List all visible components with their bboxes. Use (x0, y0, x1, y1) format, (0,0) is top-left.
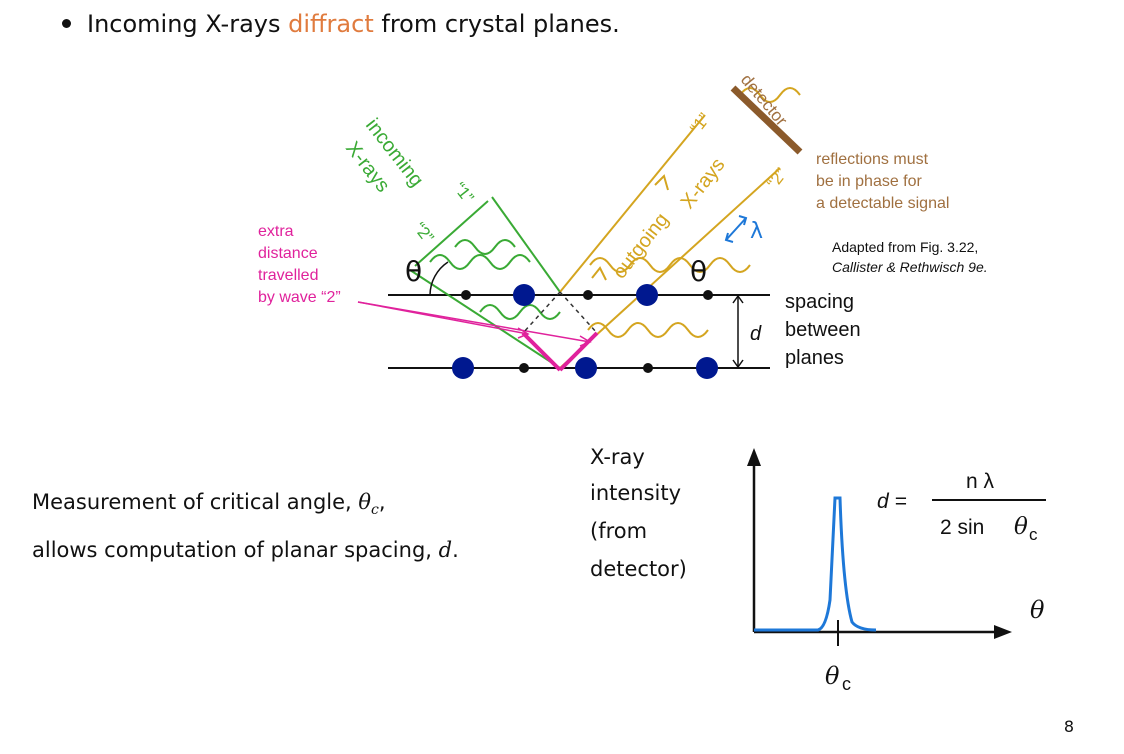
svg-text:a detectable signal: a detectable signal (816, 195, 949, 212)
ray1-in-label: “1” (450, 179, 478, 207)
bullet-prefix: Incoming X-rays (87, 10, 289, 38)
bullet-dot (62, 18, 71, 28)
formula-lhs: d = (877, 490, 907, 513)
angle-arc-in (429, 261, 449, 296)
svg-text:intensity: intensity (590, 481, 681, 505)
measurement-theta-sub: c (371, 502, 379, 519)
spacing-label: spacing between planes (785, 291, 861, 369)
measurement-line2-prefix: allows computation of planar spacing, (32, 538, 439, 562)
svg-text:spacing: spacing (785, 291, 854, 313)
svg-text:X-ray: X-ray (590, 445, 645, 469)
formula-numerator: n λ (966, 470, 995, 493)
measurement-line1-prefix: Measurement of critical angle, (32, 490, 359, 514)
svg-text:(from: (from (590, 519, 647, 543)
svg-text:travelled: travelled (258, 267, 318, 284)
adapted-from-line2: Callister & Rethwisch 9e. (832, 259, 988, 275)
lambda-label: λ (750, 219, 763, 244)
outgoing-rays (559, 87, 801, 369)
reflections-note: reflections must be in phase for a detec… (816, 151, 949, 212)
plot-x-arrowhead (994, 625, 1012, 639)
bullet-highlight: diffract (288, 10, 374, 38)
ray2-in-label: “2” (410, 219, 438, 247)
measurement-line2-suffix: . (452, 538, 459, 562)
measurement-theta: θ (358, 490, 372, 514)
theta-in-label: θ (405, 255, 422, 288)
d-label: d (750, 323, 762, 345)
svg-text:planes: planes (785, 347, 844, 369)
detector-bar (730, 85, 803, 155)
theta-out-label: θ (690, 255, 707, 288)
formula-theta: θ (1014, 514, 1028, 540)
lambda-arrow (725, 217, 747, 241)
svg-text:by wave “2”: by wave “2” (258, 289, 341, 306)
extra-distance-note: extra distance travelled by wave “2” (258, 223, 341, 306)
svg-text:be in phase for: be in phase for (816, 173, 923, 190)
svg-text:extra: extra (258, 223, 294, 240)
intensity-plot: θ θ c X-ray intensity (from detector) (590, 445, 1045, 694)
svg-text:distance: distance (258, 245, 318, 262)
spacing-formula: d = n λ 2 sin θ c (877, 470, 1046, 544)
svg-text:reflections must: reflections must (816, 151, 929, 168)
measurement-d: d (438, 538, 453, 562)
svg-text:detector): detector) (590, 557, 687, 581)
measurement-line-1: Measurement of critical angle, θc, (32, 490, 386, 518)
svg-text:between: between (785, 319, 861, 341)
bullet-heading: Incoming X-rays diffract from crystal pl… (62, 10, 620, 38)
extra-distance (521, 331, 599, 372)
adapted-from-line1: Adapted from Fig. 3.22, (832, 239, 978, 255)
extra-pointer-lines (357, 301, 592, 347)
atoms (452, 284, 718, 379)
formula-theta-sub: c (1029, 525, 1038, 544)
plot-y-label: X-ray intensity (from detector) (590, 445, 687, 581)
plot-y-arrowhead (747, 448, 761, 466)
bullet-suffix: from crystal planes. (373, 10, 620, 38)
intensity-curve (754, 496, 877, 632)
formula-denominator: 2 sin (940, 516, 984, 539)
wavefront-dashes (522, 291, 598, 334)
plot-x-label: θ (1030, 596, 1045, 624)
incoming-rays (409, 196, 561, 369)
measurement-line-2: allows computation of planar spacing, d. (32, 538, 459, 562)
peak-label-sub: c (842, 674, 851, 694)
ray2-out-label: “2” (763, 164, 791, 192)
page-number: 8 (1063, 717, 1074, 736)
peak-label: θ (825, 662, 840, 690)
outgoing-label-2: X-rays (677, 154, 730, 213)
measurement-line1-suffix: , (378, 490, 386, 514)
